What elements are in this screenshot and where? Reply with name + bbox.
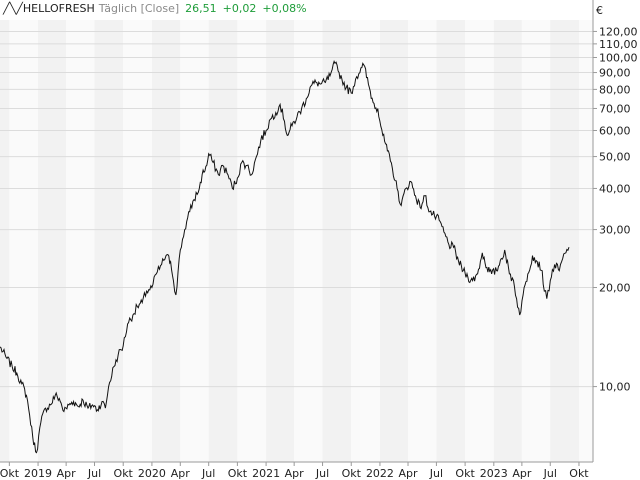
instrument-header: ╱╲╱HELLOFRESH Täglich [Close] 26,51 +0,02 +0… xyxy=(3,2,307,15)
x-tick-label: Okt xyxy=(569,467,589,480)
x-tick-label: 2020 xyxy=(138,467,166,480)
y-tick-label: 80,00 xyxy=(599,83,631,96)
x-axis-ticks: Okt 2019 Apr Jul Okt 2020 Apr Jul Okt 2021 Apr Jul O… xyxy=(0,462,589,480)
quarter-band xyxy=(208,20,238,462)
y-tick-label: 120,00 xyxy=(599,25,638,38)
quarter-band xyxy=(550,20,579,462)
x-tick-label: Apr xyxy=(512,467,532,480)
x-tick-label: Jul xyxy=(201,467,215,480)
quarter-band xyxy=(408,20,437,462)
series-line xyxy=(0,60,570,454)
quarter-band xyxy=(493,20,522,462)
x-tick-label: Jul xyxy=(87,467,101,480)
quarter-band xyxy=(322,20,352,462)
x-tick-label: 2022 xyxy=(366,467,394,480)
y-tick-label: 50,00 xyxy=(599,151,631,164)
quarter-band xyxy=(521,20,551,462)
price-change-pct: +0,08% xyxy=(262,2,307,15)
quarter-band xyxy=(66,20,95,462)
x-tick-label: Apr xyxy=(285,467,305,480)
y-tick-label: 110,00 xyxy=(599,38,638,51)
x-tick-label: Apr xyxy=(57,467,77,480)
y-tick-label: 40,00 xyxy=(599,182,631,195)
quarter-band xyxy=(9,20,39,462)
y-axis-ticks: 10,00 20,00 30,00 40,00 50,00 60,00 70,00 80,00… xyxy=(593,25,638,394)
x-tick-label: Jul xyxy=(543,467,557,480)
x-tick-label: 2021 xyxy=(252,467,280,480)
interval-label: Täglich [Close] xyxy=(98,2,180,15)
quarter-band xyxy=(94,20,124,462)
y-tick-label: 60,00 xyxy=(599,125,631,138)
quarter-band xyxy=(0,20,10,462)
quarter-band xyxy=(266,20,295,462)
quarter-band xyxy=(38,20,67,462)
quarter-band xyxy=(294,20,323,462)
line-chart-icon: ╱╲╱ xyxy=(3,2,23,15)
x-tick-label: Okt xyxy=(228,467,248,480)
x-tick-label: Okt xyxy=(342,467,362,480)
y-tick-label: 10,00 xyxy=(599,381,631,394)
price-change: +0,02 xyxy=(222,2,257,15)
quarter-band xyxy=(379,20,409,462)
x-tick-label: Okt xyxy=(0,467,20,480)
grid-lines xyxy=(0,30,593,388)
symbol-label: HELLOFRESH xyxy=(22,2,95,15)
x-tick-label: 2019 xyxy=(24,467,52,480)
currency-label: € xyxy=(596,4,603,17)
quarter-band xyxy=(351,20,380,462)
y-tick-label: 30,00 xyxy=(599,224,631,237)
x-tick-label: Okt xyxy=(114,467,134,480)
x-tick-label: Apr xyxy=(399,467,419,480)
quarter-band xyxy=(578,20,593,462)
x-tick-label: 2023 xyxy=(480,467,508,480)
x-tick-label: Apr xyxy=(171,467,191,480)
x-tick-label: Jul xyxy=(315,467,329,480)
y-tick-label: 90,00 xyxy=(599,67,631,80)
y-tick-label: 20,00 xyxy=(599,282,631,295)
quarter-band xyxy=(151,20,181,462)
quarter-band xyxy=(180,20,209,462)
quarter-band xyxy=(123,20,152,462)
quarter-band xyxy=(465,20,494,462)
quarter-shading xyxy=(0,20,593,462)
quarter-band xyxy=(237,20,267,462)
y-tick-label: 70,00 xyxy=(599,102,631,115)
last-price: 26,51 xyxy=(185,2,217,15)
x-tick-label: Okt xyxy=(455,467,475,480)
quarter-band xyxy=(436,20,466,462)
y-tick-label: 100,00 xyxy=(599,51,638,64)
x-tick-label: Jul xyxy=(429,467,443,480)
